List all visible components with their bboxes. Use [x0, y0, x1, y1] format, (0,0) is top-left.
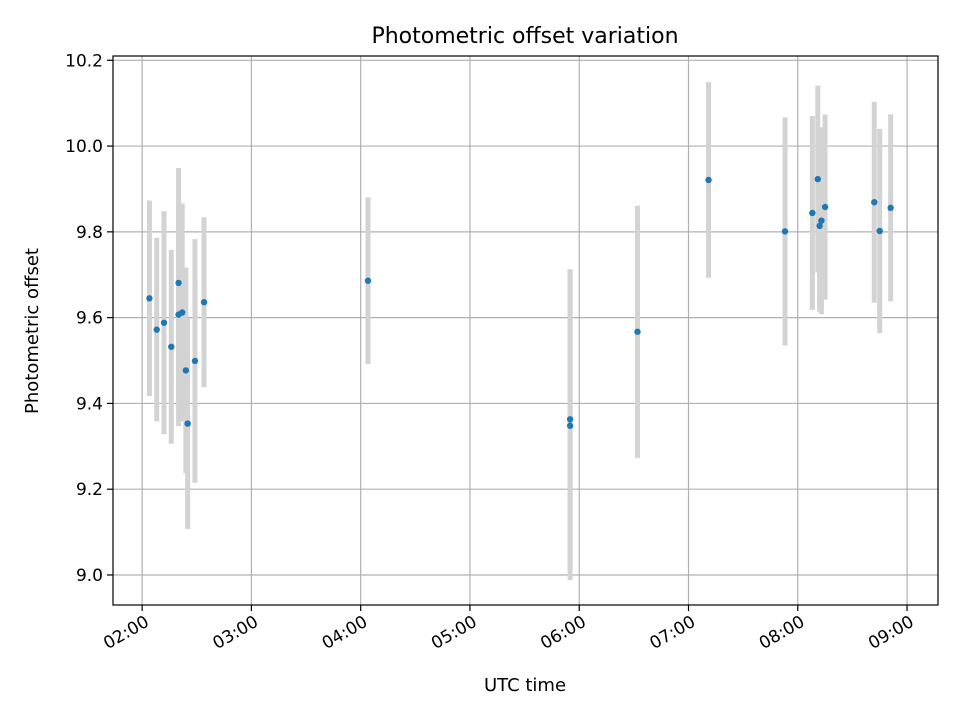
y-tick-label: 9.8	[76, 223, 103, 243]
data-point	[818, 217, 825, 224]
y-tick-label: 9.0	[76, 566, 103, 586]
chart-title: Photometric offset variation	[371, 24, 678, 49]
data-point	[179, 309, 186, 316]
y-tick-label: 9.4	[76, 394, 103, 414]
data-point	[182, 367, 190, 374]
data-point	[781, 228, 789, 235]
y-tick-label: 9.2	[76, 480, 103, 500]
data-point	[364, 277, 372, 284]
data-point	[200, 298, 208, 306]
y-tick-label: 10.2	[65, 51, 103, 71]
y-tick-label: 10.0	[65, 137, 103, 157]
y-axis-ticks: 9.0 9.2 9.4 9.6 9.8 10.0 10.2	[65, 51, 113, 586]
data-point	[816, 222, 823, 230]
data-point	[566, 416, 574, 423]
data-point	[809, 209, 816, 217]
data-point	[814, 175, 822, 183]
data-point	[184, 420, 191, 427]
grid	[113, 56, 938, 605]
data-point	[705, 176, 712, 184]
data-point	[887, 204, 894, 212]
data-point	[153, 326, 160, 333]
data-point	[876, 227, 883, 235]
data-point	[168, 343, 175, 350]
data-point	[146, 295, 153, 302]
data-point	[871, 199, 878, 206]
y-tick-label: 9.6	[76, 309, 103, 329]
x-axis-label: UTC time	[484, 675, 566, 696]
data-point	[566, 422, 574, 429]
y-axis-label: Photometric offset	[22, 248, 43, 414]
data-points	[146, 175, 894, 429]
plot-frame	[112, 55, 939, 606]
data-point	[160, 319, 168, 326]
data-point	[634, 328, 641, 335]
data-point	[821, 203, 829, 211]
data-point	[175, 279, 182, 287]
data-point	[191, 357, 199, 365]
